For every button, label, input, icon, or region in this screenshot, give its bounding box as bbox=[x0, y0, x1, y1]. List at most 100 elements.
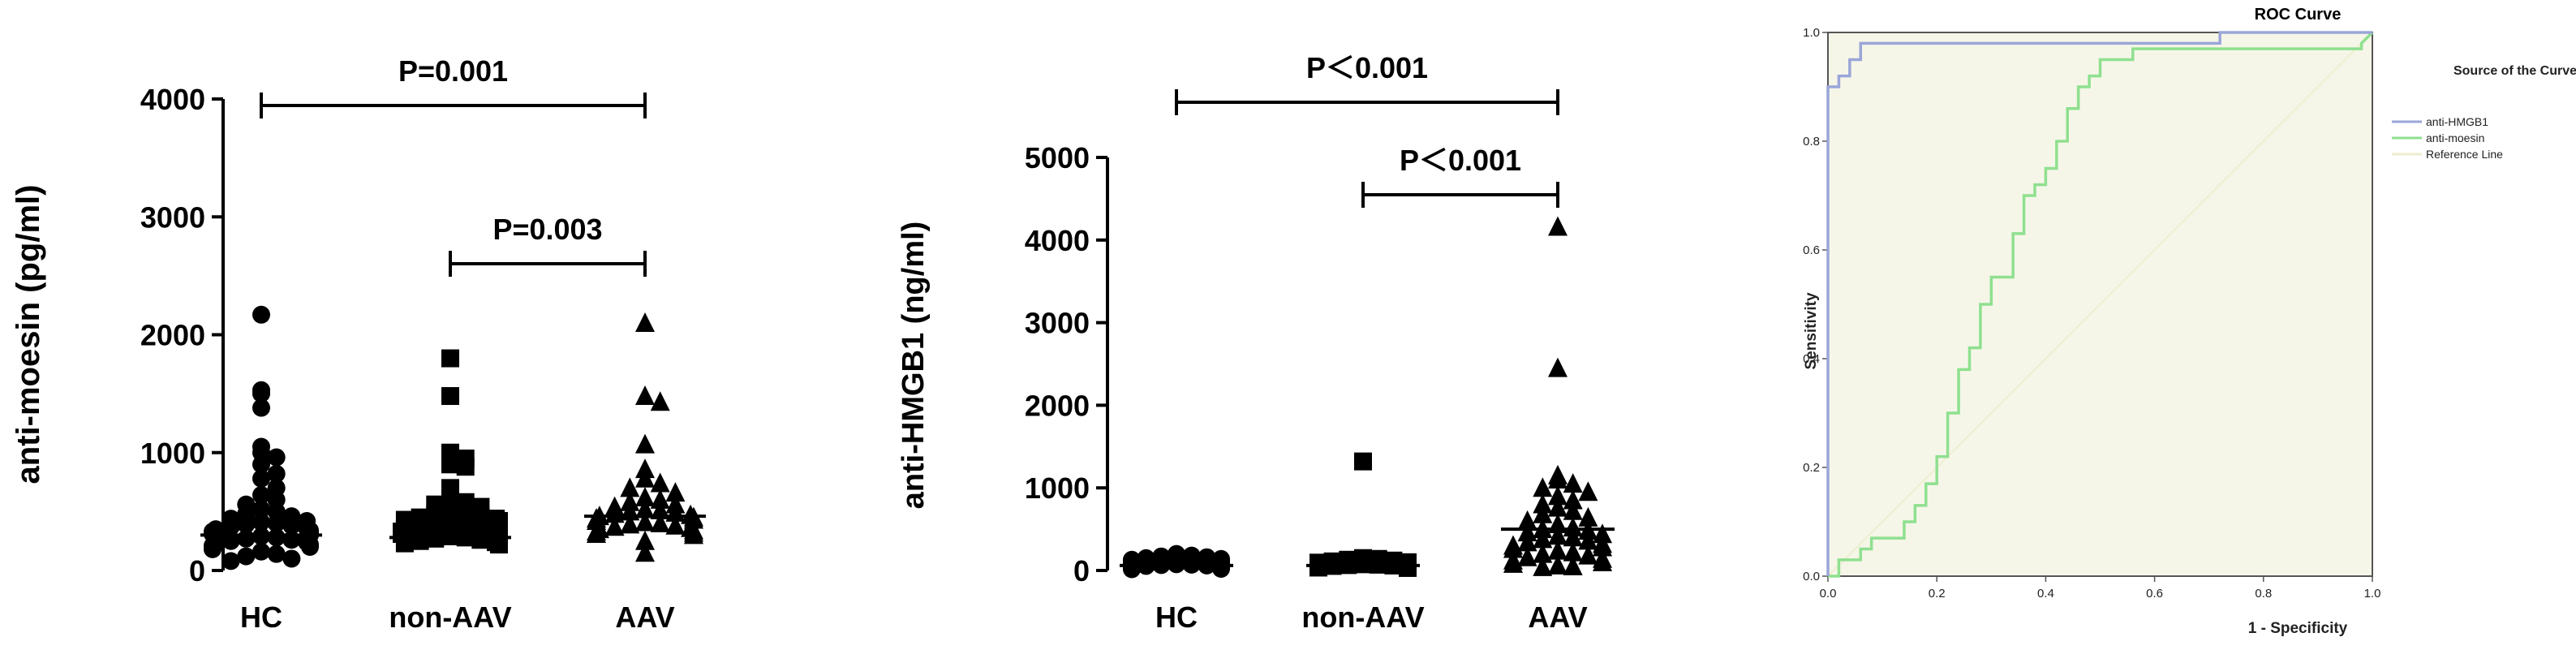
data-point bbox=[1593, 523, 1612, 544]
data-point bbox=[1354, 452, 1372, 471]
data-point bbox=[1503, 553, 1523, 573]
roc-title: ROC Curve bbox=[2255, 6, 2342, 24]
data-point bbox=[1578, 481, 1598, 501]
y-tick-label: 1000 bbox=[1025, 471, 1090, 505]
hmgb1-y-axis-label: anti-HMGB1 (ng/ml) bbox=[897, 222, 931, 510]
data-point bbox=[650, 472, 670, 493]
data-point bbox=[1593, 551, 1612, 571]
data-point bbox=[1578, 506, 1598, 527]
data-point bbox=[1548, 554, 1568, 575]
data-point bbox=[1517, 510, 1537, 530]
x-category-label: non-AAV bbox=[389, 600, 511, 634]
x-category-label: HC bbox=[1155, 600, 1198, 634]
legend-entry: Reference Line bbox=[2426, 148, 2503, 161]
data-point bbox=[252, 455, 270, 474]
data-point bbox=[301, 537, 319, 556]
data-point bbox=[267, 514, 286, 532]
data-point bbox=[635, 486, 655, 506]
data-point bbox=[252, 513, 270, 532]
p-value-label: P＜0.001 bbox=[1306, 51, 1428, 84]
y-tick-label: 4000 bbox=[1025, 224, 1090, 257]
data-point bbox=[665, 482, 686, 502]
y-tick-label: 1000 bbox=[140, 437, 205, 470]
data-point bbox=[1399, 558, 1417, 577]
data-point bbox=[635, 542, 655, 562]
data-point bbox=[252, 486, 270, 505]
data-point bbox=[204, 540, 221, 558]
roc-series-line bbox=[1828, 31, 2374, 578]
x-tick-label: 0.8 bbox=[2255, 587, 2272, 600]
x-category-label: AAV bbox=[615, 600, 674, 634]
moesin-data-points bbox=[204, 305, 703, 570]
data-point bbox=[635, 467, 655, 488]
data-point bbox=[252, 500, 270, 519]
roc-series-line bbox=[1826, 31, 2372, 576]
data-point bbox=[471, 516, 490, 535]
roc-series-line bbox=[1827, 32, 2373, 577]
roc-plot-area: 0.00.0 0.2 0.2 0.4 0.4 0.6 0.6 0.8 0.8 1.0 1.0 bbox=[1803, 26, 2380, 600]
data-point bbox=[282, 516, 301, 535]
y-tick-label: 2000 bbox=[1025, 389, 1090, 422]
data-point bbox=[456, 458, 475, 476]
data-point bbox=[1563, 541, 1583, 562]
data-point bbox=[441, 513, 459, 532]
data-point bbox=[1533, 493, 1553, 514]
y-tick-label: 3000 bbox=[1025, 307, 1090, 340]
data-point bbox=[1517, 522, 1537, 542]
data-point bbox=[650, 499, 670, 519]
roc-legend: Source of the Curve anti-HMGB1 anti-moesi… bbox=[2392, 64, 2576, 161]
data-point bbox=[1548, 540, 1568, 560]
data-point bbox=[1563, 527, 1583, 547]
data-point bbox=[252, 305, 270, 324]
data-point bbox=[1563, 489, 1583, 510]
data-point bbox=[237, 529, 256, 548]
x-tick-label: 0.2 bbox=[1929, 587, 1946, 600]
roc-curve-chart: ROC Curve 0.00.0 0.2 0.2 0.4 0.4 0.6 0.6 0.8 0.8… bbox=[1803, 6, 2576, 637]
data-point bbox=[252, 385, 270, 403]
data-point bbox=[441, 455, 459, 474]
moesin-axes: 0 1000 2000 3000 4000 HC non-AAV AAV P=0.001 P=0.… bbox=[140, 54, 706, 634]
y-tick-label: 0.2 bbox=[1803, 461, 1820, 475]
data-point bbox=[1533, 528, 1553, 549]
data-point bbox=[665, 514, 686, 535]
data-point bbox=[1533, 503, 1553, 523]
data-point bbox=[1548, 525, 1568, 545]
data-point bbox=[635, 312, 655, 332]
x-tick-label: 0.4 bbox=[2037, 587, 2054, 600]
data-point bbox=[282, 549, 301, 568]
data-point bbox=[411, 518, 429, 536]
data-point bbox=[237, 515, 256, 534]
data-point bbox=[1578, 545, 1598, 565]
data-point bbox=[604, 503, 625, 523]
y-tick-label: 0.6 bbox=[1803, 243, 1820, 257]
hmgb1-data-points bbox=[1123, 216, 1612, 579]
data-point bbox=[456, 514, 475, 532]
data-point bbox=[604, 516, 625, 536]
x-category-label: non-AAV bbox=[1301, 600, 1424, 634]
data-point bbox=[650, 489, 670, 509]
data-point bbox=[650, 512, 670, 532]
moesin-scatter-plot: 0 1000 2000 3000 4000 HC non-AAV AAV P=0.001 P=0.… bbox=[11, 54, 706, 634]
x-category-label: AAV bbox=[1528, 600, 1587, 634]
x-tick-label: 0.6 bbox=[2146, 587, 2163, 600]
data-point bbox=[252, 542, 270, 561]
data-point bbox=[1548, 357, 1568, 377]
y-tick-label: 2000 bbox=[140, 319, 205, 352]
data-point bbox=[1517, 532, 1537, 552]
data-point bbox=[237, 547, 256, 566]
y-tick-label: 0.4 bbox=[1803, 352, 1820, 366]
data-point bbox=[1563, 500, 1583, 520]
y-tick-label: 5000 bbox=[1025, 141, 1090, 174]
data-point bbox=[1578, 530, 1598, 550]
roc-x-axis-label: 1 - Specificity bbox=[2248, 620, 2348, 637]
hmgb1-scatter-plot: 0 1000 2000 3000 4000 5000 HC non-AAV AAV P＜0.001… bbox=[897, 51, 1615, 634]
data-point bbox=[650, 391, 670, 411]
x-category-label: HC bbox=[240, 600, 282, 634]
data-point bbox=[635, 530, 655, 550]
data-point bbox=[1533, 556, 1553, 576]
data-point bbox=[1533, 543, 1553, 563]
data-point bbox=[490, 536, 508, 554]
legend-entry: anti-HMGB1 bbox=[2426, 115, 2488, 128]
y-tick-label: 0 bbox=[189, 554, 205, 588]
data-point bbox=[635, 511, 655, 532]
